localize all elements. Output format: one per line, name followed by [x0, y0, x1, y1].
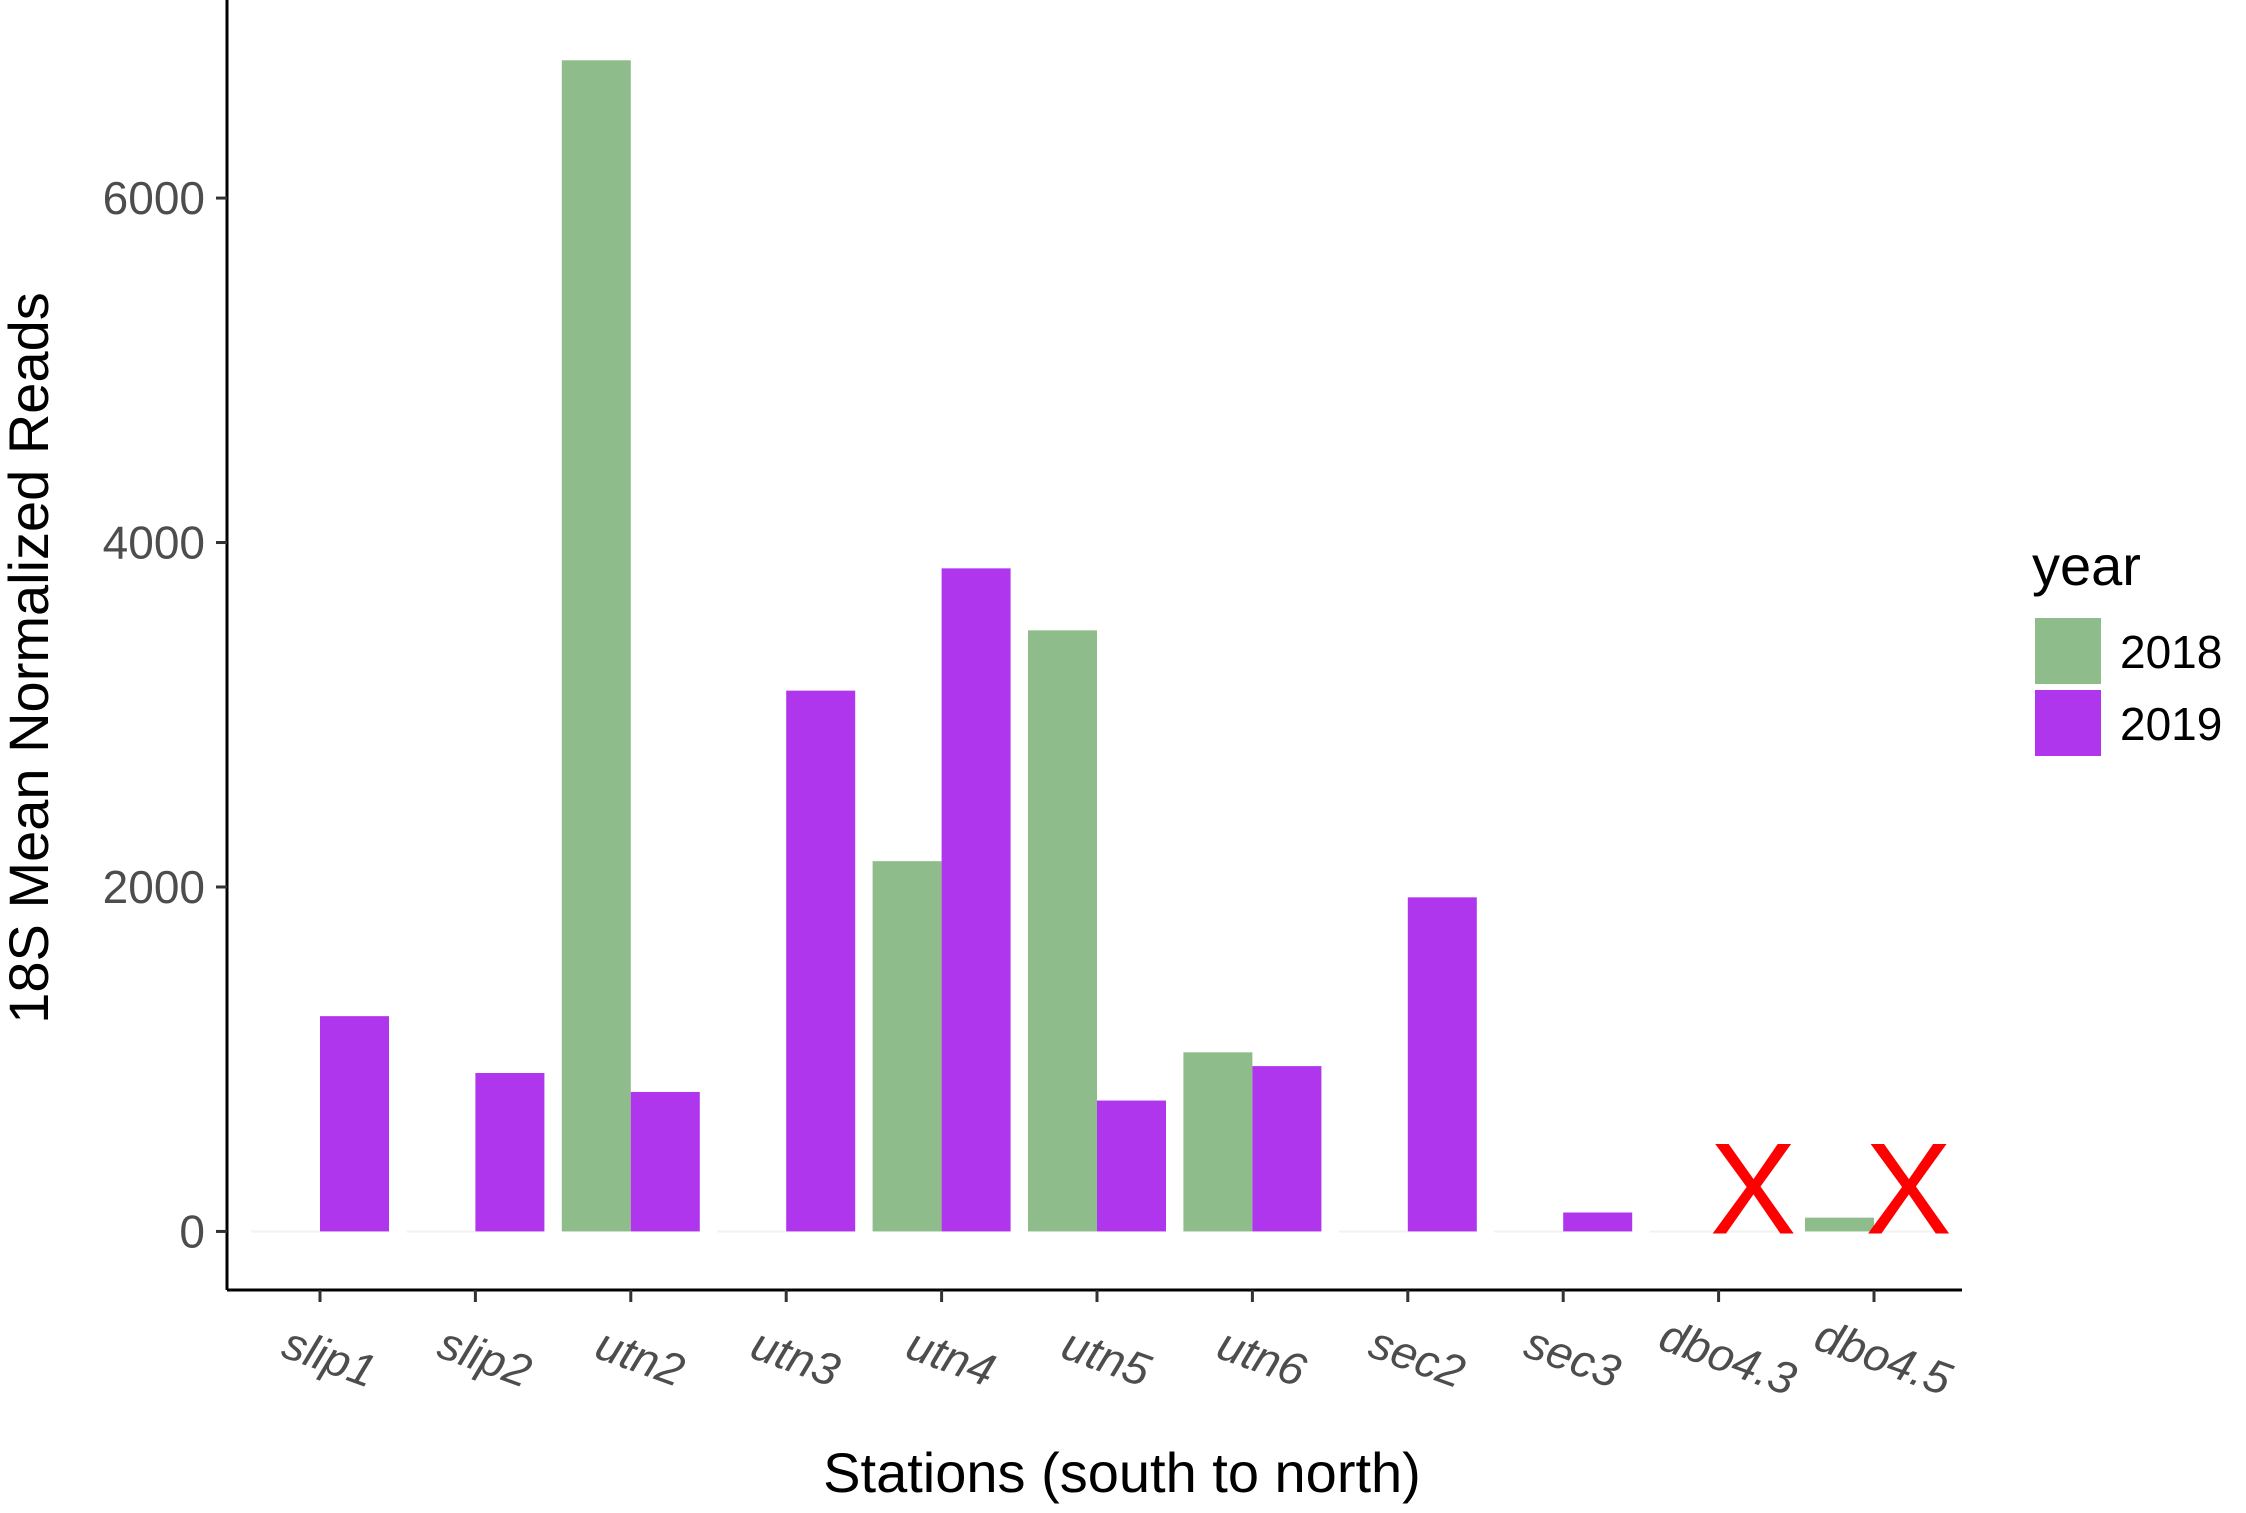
axes-layer: [225, 0, 1962, 1292]
x-ticks: slip1 slip2 utn2 utn3 utn4 utn5 utn6 sec2 sec3 db…: [276, 1290, 1959, 1406]
x-tick-label-sec3: sec3: [1518, 1316, 1627, 1398]
x-tick-label-slip2: slip2: [432, 1316, 539, 1397]
legend-label-2019: 2019: [2120, 698, 2222, 750]
bar-2019-slip2: [475, 1072, 545, 1232]
x-axis-title: Stations (south to north): [823, 1441, 1421, 1504]
bar-2019-utn3: [786, 690, 856, 1232]
legend-label-2018: 2018: [2120, 626, 2222, 678]
x-tick-label-slip1: slip1: [276, 1316, 383, 1397]
bar-2019-slip1: [320, 1016, 389, 1232]
bar-2019-sec3: [1563, 1212, 1633, 1232]
x-tick-label-utn4: utn4: [900, 1317, 1002, 1396]
y-axis-title: 18S Mean Normalized Reads: [0, 292, 60, 1023]
bar-2019-sec2: [1407, 897, 1477, 1232]
y-tick-label-2000: 2000: [103, 861, 205, 913]
bar-2018-utn6: [1183, 1052, 1253, 1232]
bar-2019-utn2: [630, 1091, 700, 1232]
x-tick-label-dbo4.3: dbo4.3: [1653, 1308, 1803, 1405]
x-tick-label-dbo4.5: dbo4.5: [1808, 1308, 1958, 1405]
bar-2018-utn4: [872, 861, 942, 1232]
bar-2019-utn4: [941, 568, 1011, 1232]
x-tick-label-utn3: utn3: [745, 1317, 847, 1397]
bar-2019-utn6: [1252, 1066, 1322, 1232]
bar-2019-utn5: [1097, 1100, 1166, 1232]
legend-key-2019: [2035, 690, 2101, 756]
bar-2018-utn5: [1028, 630, 1097, 1232]
y-tick-label-6000: 6000: [103, 172, 205, 224]
annotation-x-marker-dbo4.5: X: [1865, 1115, 1952, 1261]
legend: year 2018 2019: [2032, 534, 2222, 756]
x-tick-label-utn2: utn2: [589, 1317, 691, 1396]
legend-title: year: [2032, 534, 2141, 597]
x-tick-label-sec2: sec2: [1363, 1316, 1472, 1398]
x-tick-label-utn6: utn6: [1211, 1317, 1313, 1397]
y-ticks: 0 2000 4000 6000: [103, 172, 227, 1257]
y-tick-label-0: 0: [179, 1205, 205, 1257]
bar-2018-utn2: [561, 60, 631, 1232]
annotation-x-marker-dbo4.3: X: [1710, 1115, 1797, 1261]
bar-2018-dbo4.5: [1805, 1217, 1874, 1232]
legend-key-2018: [2035, 618, 2101, 684]
bars-layer: [251, 60, 1943, 1233]
y-tick-label-4000: 4000: [103, 517, 205, 569]
x-tick-label-utn5: utn5: [1056, 1317, 1158, 1397]
